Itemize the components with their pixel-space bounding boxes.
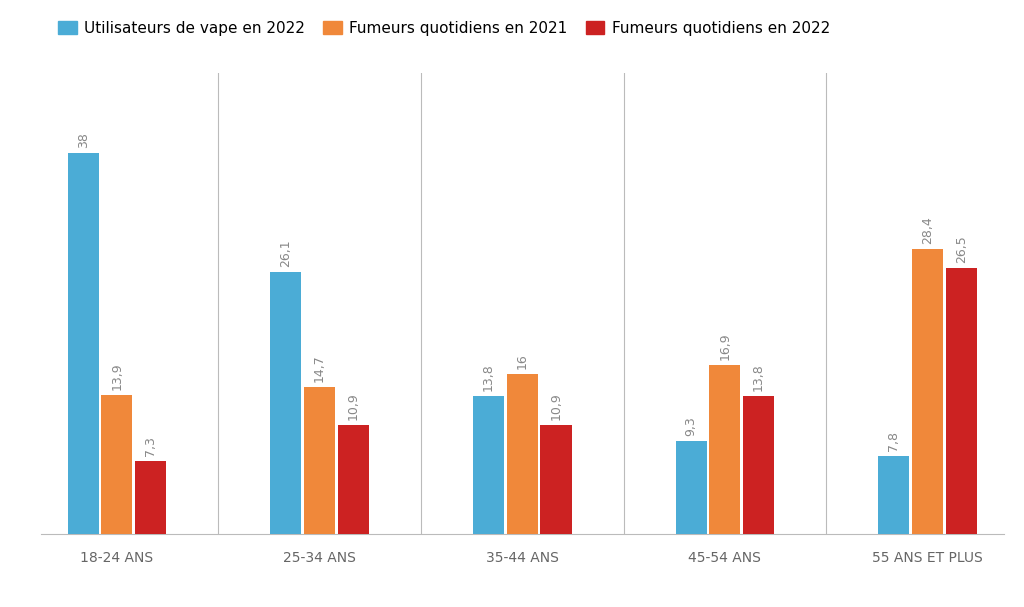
Text: 13,8: 13,8 xyxy=(482,363,495,391)
Bar xyxy=(743,396,774,534)
Text: 14,7: 14,7 xyxy=(313,354,326,382)
Text: 7,3: 7,3 xyxy=(144,436,158,456)
Bar xyxy=(946,268,977,534)
Bar xyxy=(879,456,909,534)
Bar xyxy=(507,374,538,534)
Text: 16,9: 16,9 xyxy=(719,332,731,360)
Bar xyxy=(101,395,132,534)
Text: 10,9: 10,9 xyxy=(550,392,562,420)
Bar xyxy=(338,425,369,534)
Legend: Utilisateurs de vape en 2022, Fumeurs quotidiens en 2021, Fumeurs quotidiens en : Utilisateurs de vape en 2022, Fumeurs qu… xyxy=(58,21,830,36)
Bar xyxy=(541,425,571,534)
Bar xyxy=(710,365,740,534)
Bar xyxy=(473,396,504,534)
Text: 7,8: 7,8 xyxy=(887,431,900,451)
Bar xyxy=(912,249,943,534)
Text: 38: 38 xyxy=(77,132,90,148)
Text: 16: 16 xyxy=(516,353,528,368)
Text: 13,8: 13,8 xyxy=(753,363,765,391)
Bar xyxy=(270,273,301,534)
Text: 10,9: 10,9 xyxy=(347,392,359,420)
Text: 26,1: 26,1 xyxy=(280,240,292,268)
Bar xyxy=(68,153,98,534)
Text: 26,5: 26,5 xyxy=(954,236,968,263)
Text: 13,9: 13,9 xyxy=(111,362,124,390)
Bar xyxy=(676,441,707,534)
Text: 9,3: 9,3 xyxy=(685,416,697,436)
Bar xyxy=(135,461,166,534)
Text: 28,4: 28,4 xyxy=(921,217,934,245)
Bar xyxy=(304,387,335,534)
